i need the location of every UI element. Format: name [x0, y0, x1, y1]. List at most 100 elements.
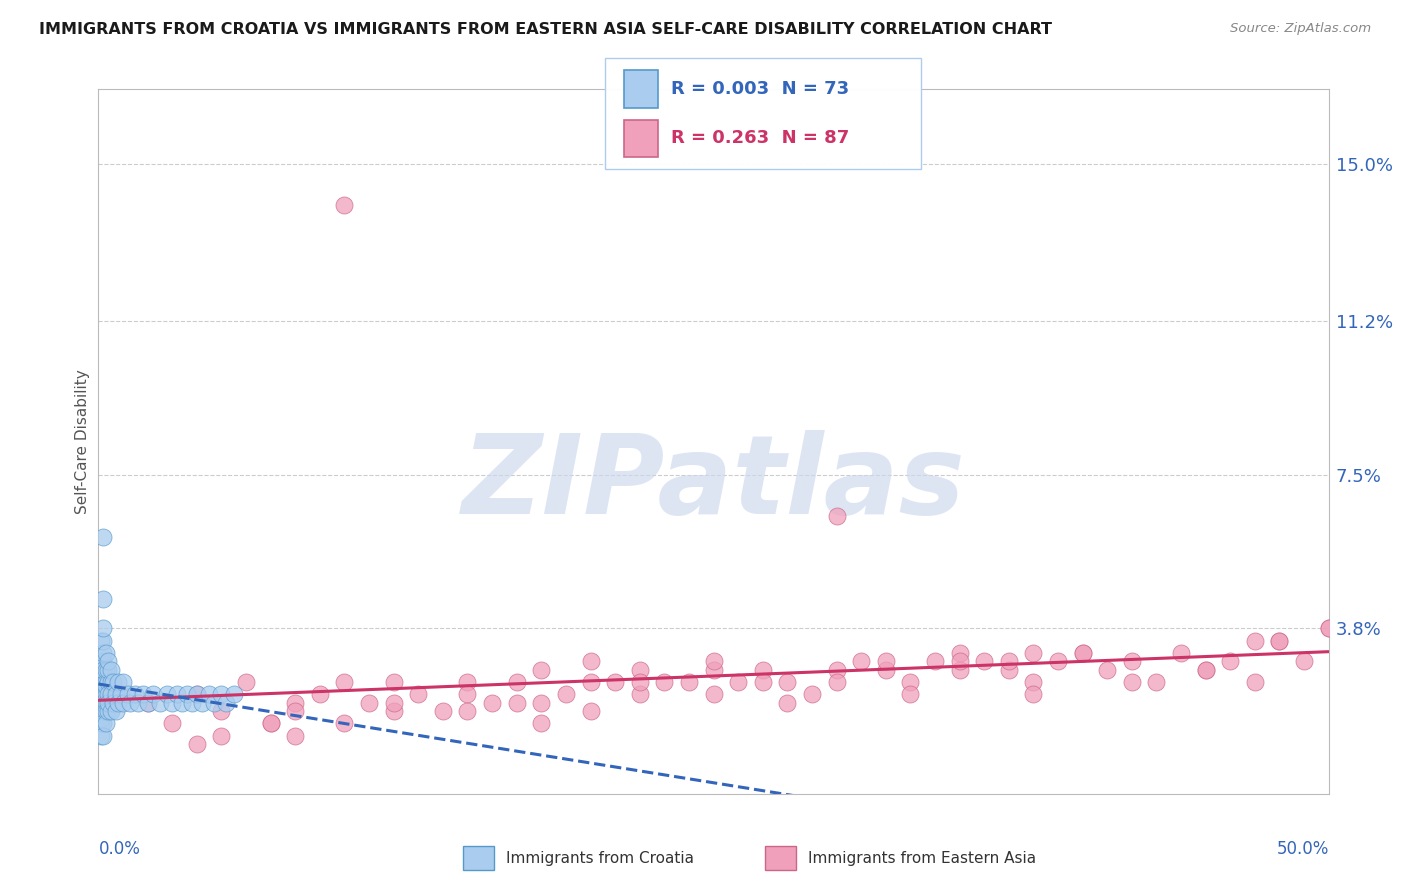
Point	[103, 675, 125, 690]
Point	[1046, 654, 1070, 668]
Point	[849, 654, 872, 668]
Point	[1294, 654, 1316, 668]
Point	[1244, 675, 1267, 690]
Point	[530, 663, 553, 677]
Point	[186, 687, 208, 701]
Point	[103, 696, 125, 710]
Point	[333, 198, 356, 212]
Y-axis label: Self-Care Disability: Self-Care Disability	[75, 369, 90, 514]
Point	[117, 687, 139, 701]
Point	[506, 675, 529, 690]
Point	[235, 675, 257, 690]
Text: R = 0.003  N = 73: R = 0.003 N = 73	[671, 80, 849, 98]
Point	[628, 675, 651, 690]
Point	[555, 687, 578, 701]
Point	[97, 675, 120, 690]
Point	[1144, 675, 1167, 690]
Point	[120, 696, 142, 710]
Point	[456, 687, 478, 701]
Point	[97, 654, 120, 668]
Point	[875, 663, 897, 677]
Point	[825, 509, 848, 524]
Point	[900, 687, 922, 701]
Point	[1071, 646, 1094, 660]
Point	[215, 696, 238, 710]
Point	[900, 675, 922, 690]
Point	[93, 687, 115, 701]
Point	[93, 729, 115, 743]
Point	[90, 716, 112, 731]
Point	[333, 675, 356, 690]
Point	[93, 592, 115, 607]
Point	[949, 646, 972, 660]
Point	[1195, 663, 1218, 677]
Point	[359, 696, 381, 710]
Point	[107, 675, 129, 690]
Point	[93, 696, 115, 710]
Point	[90, 663, 112, 677]
Point	[825, 675, 848, 690]
Point	[382, 696, 405, 710]
Point	[382, 704, 405, 718]
Point	[127, 696, 149, 710]
Point	[284, 729, 307, 743]
Point	[481, 696, 503, 710]
Point	[579, 654, 602, 668]
Point	[752, 675, 775, 690]
Point	[93, 654, 115, 668]
Point	[94, 716, 117, 731]
Point	[136, 696, 159, 710]
Point	[924, 654, 946, 668]
Point	[166, 687, 188, 701]
Point	[1317, 621, 1340, 635]
Point	[998, 654, 1021, 668]
Point	[1244, 633, 1267, 648]
Point	[211, 729, 233, 743]
Point	[97, 687, 120, 701]
Point	[408, 687, 430, 701]
Point	[94, 687, 117, 701]
Point	[162, 696, 183, 710]
Point	[678, 675, 700, 690]
Point	[703, 654, 725, 668]
Point	[260, 716, 283, 731]
Point	[93, 621, 115, 635]
Point	[998, 663, 1021, 677]
Point	[94, 696, 117, 710]
Point	[1022, 687, 1045, 701]
Point	[628, 663, 651, 677]
Point	[605, 675, 627, 690]
Point	[172, 696, 194, 710]
Point	[949, 654, 972, 668]
Point	[97, 663, 120, 677]
Point	[100, 687, 122, 701]
Text: 0.0%: 0.0%	[98, 839, 141, 858]
Point	[104, 687, 127, 701]
Point	[107, 696, 129, 710]
Point	[703, 687, 725, 701]
Point	[112, 675, 135, 690]
Point	[94, 704, 117, 718]
Point	[142, 687, 165, 701]
Point	[93, 663, 115, 677]
Point	[97, 704, 120, 718]
Point	[100, 675, 122, 690]
Point	[186, 687, 208, 701]
Point	[90, 712, 112, 726]
Point	[309, 687, 332, 701]
Point	[1071, 646, 1094, 660]
Point	[90, 687, 112, 701]
Point	[579, 675, 602, 690]
Point	[875, 654, 897, 668]
Point	[333, 716, 356, 731]
Point	[801, 687, 824, 701]
Point	[382, 675, 405, 690]
Point	[530, 716, 553, 731]
Point	[90, 729, 112, 743]
Point	[112, 696, 135, 710]
Point	[752, 663, 775, 677]
Point	[94, 675, 117, 690]
Point	[93, 704, 115, 718]
Point	[825, 663, 848, 677]
Point	[186, 737, 208, 751]
